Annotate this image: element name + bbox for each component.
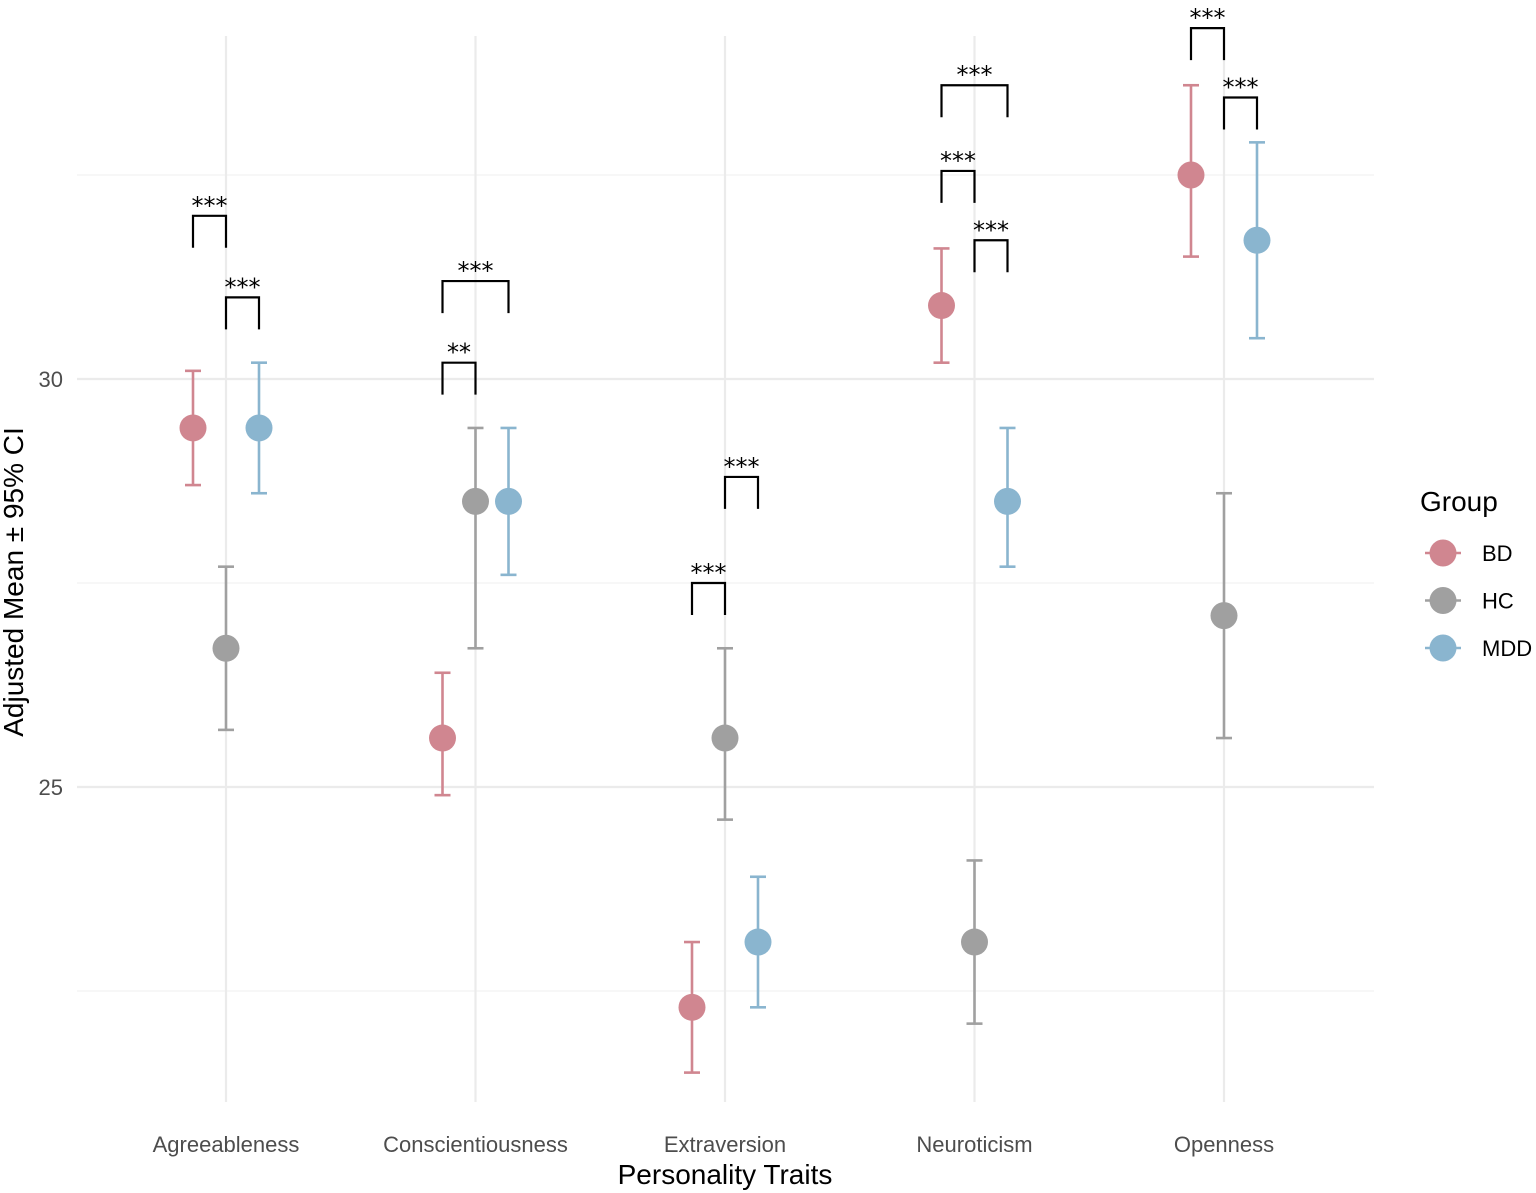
bracket-line [973, 239, 1009, 273]
significance-bracket: *** [1189, 4, 1226, 61]
significance-bracket: *** [1222, 73, 1259, 130]
significance-brackets: ******************************** [192, 4, 1259, 615]
data-point [678, 993, 706, 1021]
x-tick-label: Agreeableness [153, 1132, 300, 1157]
significance-label: *** [957, 61, 993, 89]
bracket-line [940, 169, 976, 203]
legend-label: HC [1482, 589, 1514, 614]
bracket-line [224, 296, 261, 330]
data-point [961, 928, 988, 956]
y-tick-label: 25 [39, 775, 63, 800]
data-point [429, 724, 456, 752]
bracket-line [1189, 27, 1226, 61]
significance-label: *** [192, 192, 228, 220]
data-point [994, 487, 1021, 515]
legend-label: MDD [1482, 636, 1532, 661]
y-tick-label: 30 [39, 367, 63, 392]
legend-item-hc: HC [1425, 587, 1514, 614]
significance-bracket: *** [724, 453, 760, 509]
significance-label: *** [1223, 73, 1259, 101]
bracket-line [723, 475, 760, 509]
legend-key-point [1429, 587, 1457, 614]
bracket-line [1222, 96, 1259, 130]
significance-bracket: *** [691, 559, 727, 615]
significance-label: ** [447, 339, 471, 367]
significance-bracket: *** [973, 216, 1009, 273]
significance-bracket: *** [224, 273, 261, 330]
significance-bracket: *** [192, 192, 228, 248]
legend-key-point [1429, 634, 1457, 662]
significance-bracket: *** [441, 257, 510, 314]
legend-item-bd: BD [1425, 539, 1513, 567]
significance-label: *** [691, 559, 727, 587]
data-point [928, 292, 955, 320]
data-point [495, 487, 522, 515]
data-point [462, 487, 489, 515]
series-hc [212, 426, 1238, 1025]
legend-key-point [1429, 539, 1457, 567]
significance-label: *** [973, 216, 1009, 244]
significance-label: *** [458, 257, 494, 285]
data-point [1243, 226, 1271, 254]
series-mdd [245, 141, 1271, 1009]
significance-label: *** [1190, 4, 1226, 32]
axes: 25 30 Agreeableness Conscientiousness Extrav… [39, 367, 1275, 1157]
x-tick-label: Openness [1174, 1132, 1274, 1157]
legend-label: BD [1482, 541, 1513, 566]
data-series [179, 83, 1271, 1074]
significance-bracket: *** [940, 61, 1009, 118]
bracket-line [441, 279, 510, 314]
x-tick-label: Extraversion [664, 1132, 786, 1157]
x-tick-label: Conscientiousness [383, 1132, 568, 1157]
significance-bracket: ** [441, 339, 477, 395]
bracket-line [690, 581, 727, 615]
significance-label: *** [225, 273, 261, 301]
legend-title: Group [1420, 486, 1498, 517]
series-bd [179, 83, 1205, 1074]
bracket-line [441, 361, 477, 395]
bracket-line [940, 84, 1009, 118]
data-point [1210, 602, 1238, 630]
data-point [179, 414, 207, 442]
legend: Group BD HC MDD [1420, 486, 1532, 662]
data-point [1177, 161, 1205, 189]
x-tick-label: Neuroticism [916, 1132, 1032, 1157]
legend-item-mdd: MDD [1425, 634, 1532, 662]
significance-label: *** [940, 147, 976, 175]
bracket-line [191, 214, 228, 248]
data-point [212, 634, 240, 662]
data-point [744, 928, 772, 956]
y-axis-title: Adjusted Mean ± 95% CI [0, 427, 29, 737]
significance-label: *** [724, 453, 760, 481]
data-point [711, 724, 739, 752]
significance-bracket: *** [940, 147, 976, 203]
data-point [245, 414, 273, 442]
x-axis-title: Personality Traits [618, 1159, 833, 1190]
